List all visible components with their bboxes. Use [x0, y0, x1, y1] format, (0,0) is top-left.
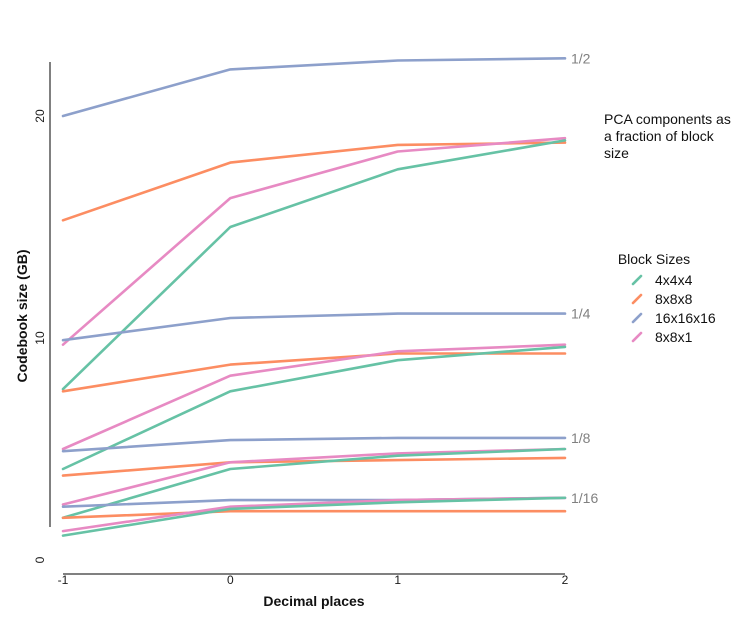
legend-swatch: [631, 331, 643, 343]
legend-label: 8x8x8: [655, 291, 693, 307]
series-line-8x8x8-1-4: [61, 352, 567, 393]
series-line-16x16x16-1-8: [61, 436, 567, 453]
series-line-4x4x4-1-2: [61, 139, 567, 391]
series-line-8x8x8-1-16: [61, 509, 567, 520]
pca-annotation-line-1: PCA components as: [604, 111, 731, 127]
x-axis-title: Decimal places: [263, 593, 364, 609]
legend-swatch: [631, 293, 643, 305]
x-tick-label: 2: [562, 573, 569, 587]
x-ticks: -1 0 1 2: [58, 573, 569, 587]
series-line-8x8x1-1-4: [61, 343, 567, 451]
legend-label: 16x16x16: [655, 310, 716, 326]
x-tick-label: 0: [227, 573, 234, 587]
y-ticks: 0 10 20: [33, 109, 47, 563]
series-line-4x4x4-1-16: [61, 496, 567, 537]
series-line-4x4x4-1-8: [61, 447, 567, 520]
legend-swatch: [631, 274, 643, 286]
group-label: 1/2: [571, 50, 591, 66]
y-axis-title: Codebook size (GB): [14, 249, 30, 382]
series-line-4x4x4-1-4: [61, 345, 567, 471]
pca-annotation-line-3: size: [604, 145, 629, 161]
x-tick-label: -1: [58, 573, 69, 587]
legend-title: Block Sizes: [618, 251, 690, 267]
legend: Block Sizes 4x4x4 8x8x8 16x16x16 8x8x1: [618, 251, 716, 345]
group-label: 1/16: [571, 490, 598, 506]
series-line-16x16x16-1-4: [61, 312, 567, 342]
pca-annotation: PCA components as a fraction of block si…: [604, 111, 731, 161]
legend-swatch: [631, 312, 643, 324]
plot-lines: [61, 56, 567, 537]
legend-label: 4x4x4: [655, 272, 693, 288]
y-tick-label: 20: [33, 109, 47, 123]
y-tick-label: 0: [33, 556, 47, 563]
y-tick-label: 10: [33, 331, 47, 345]
group-label: 1/4: [571, 306, 591, 322]
series-line-16x16x16-1-2: [61, 56, 567, 118]
x-tick-label: 1: [394, 573, 401, 587]
series-line-8x8x1-1-2: [61, 136, 567, 347]
series-line-8x8x8-1-8: [61, 456, 567, 477]
legend-label: 8x8x1: [655, 329, 693, 345]
group-label: 1/8: [571, 430, 591, 446]
group-labels: 1/2 1/4 1/8 1/16: [571, 50, 598, 506]
pca-annotation-line-2: a fraction of block: [604, 128, 715, 144]
